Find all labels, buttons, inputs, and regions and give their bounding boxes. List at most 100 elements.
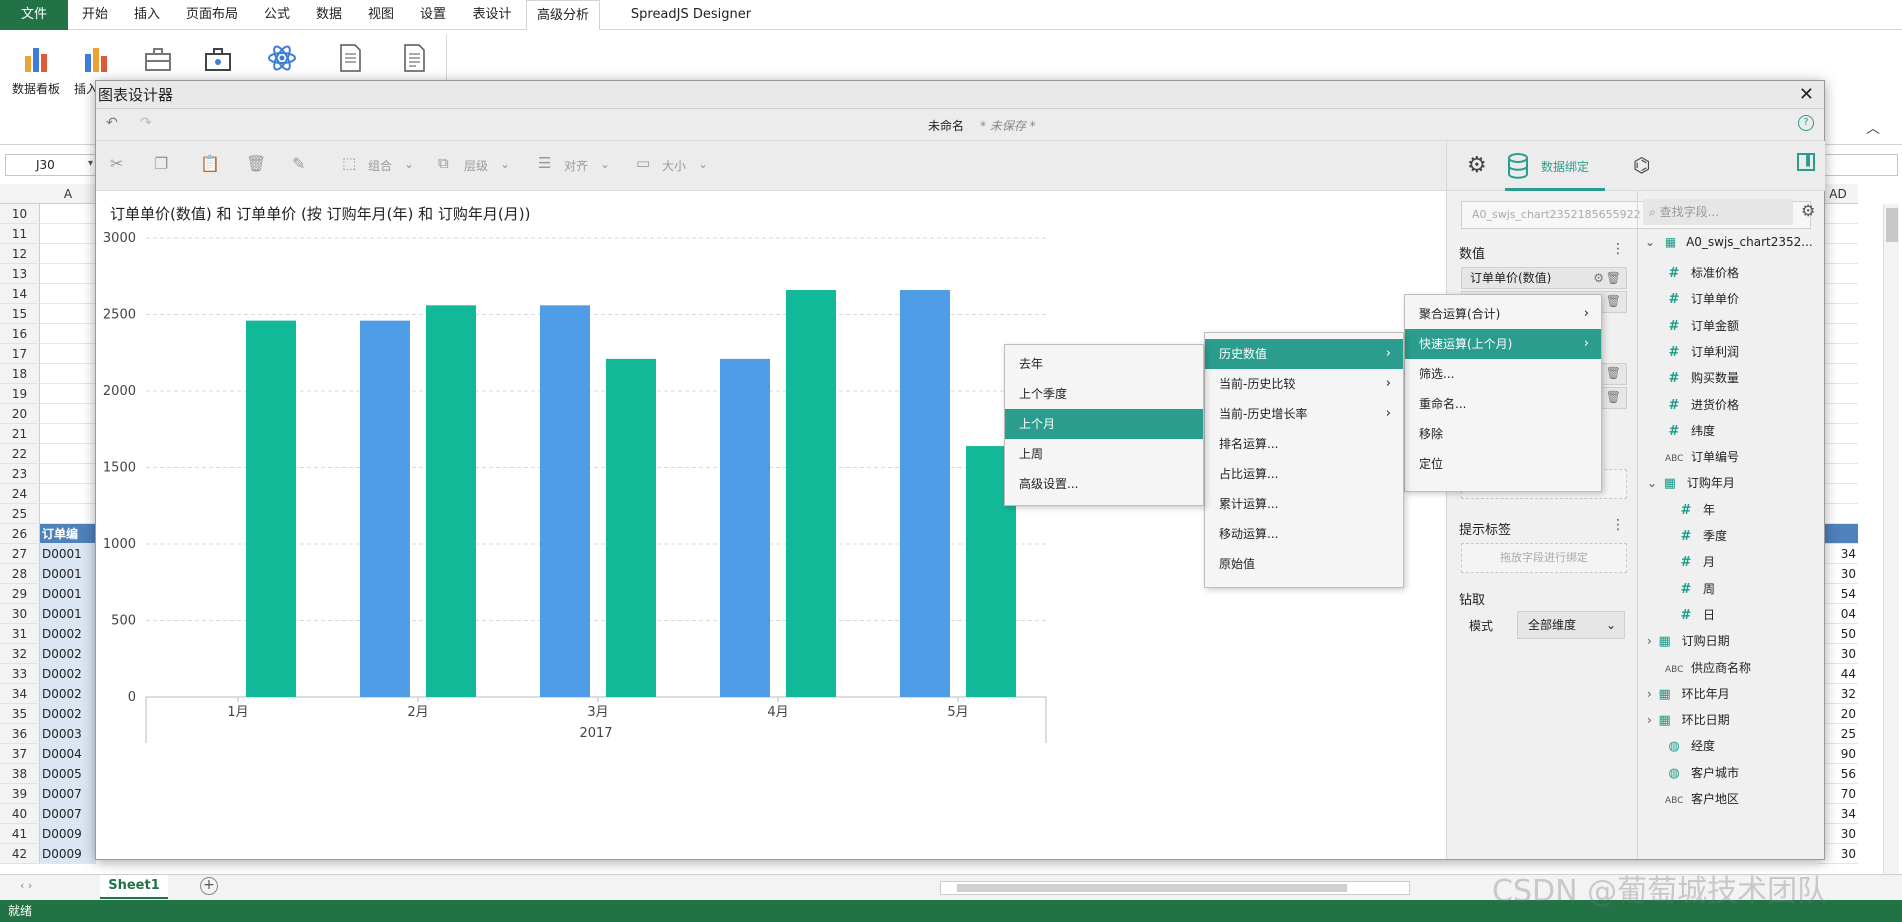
cell-a[interactable]: D0003 — [40, 724, 96, 744]
row-header[interactable]: 19 — [0, 384, 40, 404]
tab-settings[interactable]: 设置 — [419, 7, 446, 22]
cell-a[interactable]: D0007 — [40, 804, 96, 824]
field-item[interactable]: ABC 供应商名称 — [1665, 656, 1751, 680]
trash-icon[interactable]: 🗑 — [1605, 390, 1621, 404]
menu-last-week[interactable]: 上周 — [1019, 447, 1044, 461]
dashboard-icon[interactable] — [22, 44, 54, 76]
group-button[interactable]: 组合 — [368, 159, 393, 173]
row-header[interactable]: 37 — [0, 744, 40, 764]
database-icon[interactable] — [1507, 153, 1529, 179]
field-item[interactable]: # 进货价格 — [1665, 393, 1739, 417]
field-item[interactable]: # 周 — [1677, 577, 1715, 601]
row-header[interactable]: 41 — [0, 824, 40, 844]
field-item[interactable]: # 订单金额 — [1665, 314, 1739, 338]
cell-ad[interactable]: 04 — [1818, 604, 1858, 624]
group-icon[interactable]: ⬚ — [342, 154, 357, 172]
toolbox-icon[interactable] — [142, 44, 174, 76]
bar[interactable] — [606, 358, 656, 697]
formula-bar[interactable] — [1820, 154, 1898, 176]
cell-ad[interactable] — [1818, 464, 1858, 484]
settings-icon[interactable]: ⚙ — [1467, 153, 1487, 178]
gear-icon[interactable]: ⚙ — [1593, 271, 1604, 285]
field-item[interactable]: # 月 — [1677, 550, 1715, 574]
trash-icon[interactable]: 🗑 — [1605, 366, 1621, 380]
cell-a[interactable] — [40, 464, 96, 484]
cell-a[interactable] — [40, 324, 96, 344]
menu-rank[interactable]: 排名运算... — [1219, 437, 1279, 451]
field-item[interactable]: # 购买数量 — [1665, 366, 1739, 390]
menu-last-month[interactable]: 上个月 — [1005, 409, 1203, 439]
tab-table-design[interactable]: 表设计 — [472, 7, 512, 22]
cell-a[interactable] — [40, 344, 96, 364]
collapse-panel-icon[interactable]: ▐ — [1797, 153, 1815, 171]
cell-ad[interactable] — [1818, 444, 1858, 464]
cell-ad[interactable] — [1818, 344, 1858, 364]
cell-a[interactable]: D0002 — [40, 684, 96, 704]
undo-icon[interactable]: ↶ — [106, 115, 118, 131]
h-scrollbar-thumb[interactable] — [957, 884, 1347, 892]
row-header[interactable]: 30 — [0, 604, 40, 624]
menu-history-growth[interactable]: 当前-历史增长率 › — [1205, 399, 1403, 429]
cell-a[interactable] — [40, 224, 96, 244]
redo-icon[interactable]: ↷ — [140, 115, 152, 131]
help-icon[interactable]: ? — [1798, 115, 1814, 131]
cell-a[interactable]: D0001 — [40, 544, 96, 564]
insert-chart-icon[interactable] — [82, 44, 114, 76]
field-item[interactable]: # 日 — [1677, 603, 1715, 627]
sheet-nav-icons[interactable]: ‹ › — [20, 879, 33, 892]
settings-icon[interactable]: ⚙ — [1801, 201, 1816, 220]
layer-button[interactable]: 层级 — [464, 159, 489, 173]
bar[interactable] — [900, 290, 950, 697]
atom-icon[interactable] — [266, 42, 298, 74]
row-header[interactable]: 20 — [0, 404, 40, 424]
row-header[interactable]: 32 — [0, 644, 40, 664]
align-icon[interactable]: ☰ — [538, 154, 552, 172]
cell-a[interactable] — [40, 244, 96, 264]
row-header[interactable]: 33 — [0, 664, 40, 684]
row-header[interactable]: 21 — [0, 424, 40, 444]
cell-a[interactable]: D0009 — [40, 824, 96, 844]
trash-icon[interactable]: 🗑 — [1605, 294, 1621, 308]
cell-a[interactable] — [40, 404, 96, 424]
menu-moving[interactable]: 移动运算... — [1219, 527, 1279, 541]
menu-original[interactable]: 原始值 — [1219, 557, 1256, 571]
trash-icon[interactable]: 🗑 — [1605, 271, 1621, 285]
bar[interactable] — [540, 305, 590, 697]
tab-page-layout[interactable]: 页面布局 — [185, 7, 238, 22]
chevron-down-icon[interactable]: ⌄ — [500, 157, 511, 171]
menu-last-quarter[interactable]: 上个季度 — [1019, 387, 1068, 401]
drop-zone-tooltip[interactable]: 拖放字段进行绑定 — [1461, 543, 1627, 573]
field-item[interactable]: ABC 客户地区 — [1665, 787, 1739, 811]
row-header[interactable]: 10 — [0, 204, 40, 224]
document-icon[interactable] — [334, 42, 366, 74]
chevron-down-icon[interactable]: ⌄ — [404, 157, 415, 171]
cell-a[interactable] — [40, 204, 96, 224]
field-item[interactable]: ◍ 客户城市 — [1665, 761, 1739, 785]
field-tree-root[interactable]: ⌄ ▦ A0_swjs_chart2352... — [1645, 235, 1813, 249]
menu-rename[interactable]: 重命名... — [1419, 397, 1467, 411]
cell-ad[interactable]: 30 — [1818, 564, 1858, 584]
row-header[interactable]: 23 — [0, 464, 40, 484]
more-icon[interactable]: ⋮ — [1611, 241, 1625, 257]
row-header[interactable]: 11 — [0, 224, 40, 244]
cell-ad[interactable]: 30 — [1818, 824, 1858, 844]
cell-a[interactable]: D0002 — [40, 704, 96, 724]
cell-ad[interactable] — [1818, 424, 1858, 444]
field-item[interactable]: # 订单单价 — [1665, 287, 1739, 311]
tab-view[interactable]: 视图 — [367, 7, 394, 22]
menu-last-year[interactable]: 去年 — [1019, 357, 1044, 371]
format-painter-icon[interactable]: ✎ — [292, 154, 306, 173]
cell-a[interactable]: D0002 — [40, 644, 96, 664]
bar[interactable] — [786, 290, 836, 697]
cell-ad[interactable] — [1818, 264, 1858, 284]
size-icon[interactable]: ▭ — [636, 154, 651, 172]
row-header[interactable]: 40 — [0, 804, 40, 824]
cell-ad[interactable]: 34 — [1818, 804, 1858, 824]
cell-ad[interactable]: 34 — [1818, 544, 1858, 564]
cell-a[interactable] — [40, 284, 96, 304]
field-item[interactable]: ◍ 经度 — [1665, 734, 1715, 758]
chevron-right-icon[interactable]: › — [1647, 713, 1656, 728]
row-header[interactable]: 34 — [0, 684, 40, 704]
name-box[interactable]: J30 — [5, 154, 97, 176]
cell-ad[interactable] — [1818, 324, 1858, 344]
